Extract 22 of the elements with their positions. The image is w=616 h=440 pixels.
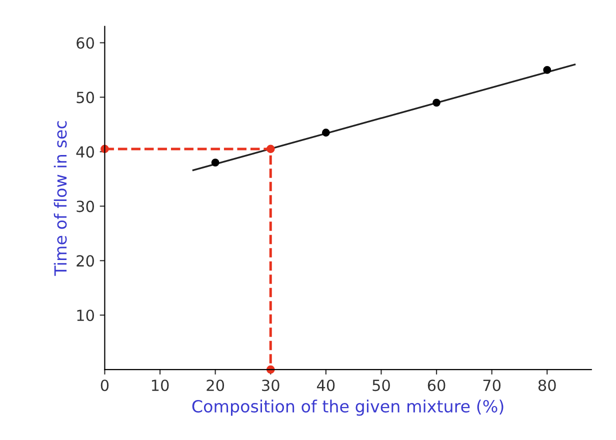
y-tick-label: 60 bbox=[76, 37, 94, 49]
y-tick-label: 30 bbox=[76, 200, 94, 212]
y-tick-label: 50 bbox=[76, 92, 94, 104]
x-tick-label: 0 bbox=[100, 380, 109, 392]
x-tick-label: 20 bbox=[206, 380, 224, 392]
x-tick-label: 70 bbox=[483, 380, 501, 392]
point bbox=[432, 98, 440, 107]
x-tick-label: 30 bbox=[262, 380, 280, 392]
x-tick-label: 40 bbox=[316, 380, 335, 392]
point bbox=[211, 158, 220, 167]
y-tick-label: 40 bbox=[76, 146, 94, 158]
y-tick-label: 10 bbox=[77, 310, 94, 322]
point bbox=[322, 128, 330, 137]
y-axis-title: Time of flow in sec bbox=[54, 121, 67, 276]
point bbox=[543, 66, 552, 74]
point bbox=[266, 144, 275, 154]
x-tick-label: 60 bbox=[428, 380, 446, 392]
x-tick-label: 50 bbox=[372, 380, 390, 392]
x-tick-label: 10 bbox=[152, 380, 169, 392]
x-tick-label: 80 bbox=[538, 380, 556, 392]
y-tick-label: 20 bbox=[76, 255, 94, 267]
x-axis-title: Composition of the given mixture (%) bbox=[192, 400, 504, 416]
